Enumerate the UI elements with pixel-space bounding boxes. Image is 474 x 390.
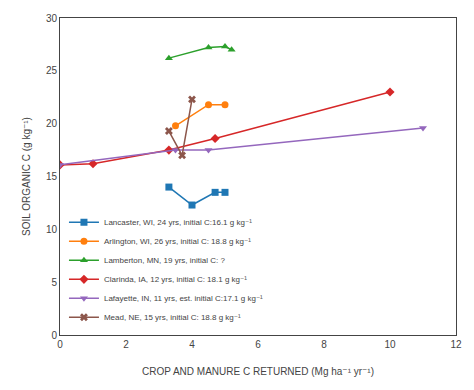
svg-text:Mead, NE, 15 yrs, initial C: 1: Mead, NE, 15 yrs, initial C: 18.8 g kg⁻¹: [104, 313, 241, 322]
svg-text:5: 5: [51, 277, 57, 288]
svg-text:20: 20: [46, 118, 58, 129]
svg-text:Lafayette, IN, 11 yrs, est. in: Lafayette, IN, 11 yrs, est. initial C:17…: [104, 294, 263, 303]
svg-text:15: 15: [46, 171, 58, 182]
svg-text:Lancaster, WI, 24 yrs, initial: Lancaster, WI, 24 yrs, initial C:16.1 g …: [104, 218, 252, 227]
svg-text:2: 2: [123, 339, 129, 350]
svg-text:Lamberton, MN, 19 yrs, initial: Lamberton, MN, 19 yrs, initial C: ?: [104, 256, 225, 265]
svg-text:8: 8: [321, 339, 327, 350]
svg-text:CROP AND MANURE C RETURNED (Mg: CROP AND MANURE C RETURNED (Mg ha⁻¹ yr⁻¹…: [142, 366, 374, 377]
svg-text:30: 30: [46, 13, 58, 24]
svg-text:Clarinda, IA, 12 yrs, initial: Clarinda, IA, 12 yrs, initial C: 18.1 g …: [104, 275, 247, 284]
svg-text:25: 25: [46, 65, 58, 76]
svg-text:0: 0: [57, 339, 63, 350]
svg-text:10: 10: [46, 224, 58, 235]
svg-text:SOIL ORGANIC C (g kg⁻¹): SOIL ORGANIC C (g kg⁻¹): [21, 117, 32, 236]
svg-text:12: 12: [450, 339, 462, 350]
svg-text:Arlington, WI, 26 yrs, initial: Arlington, WI, 26 yrs, initial C: 18.8 g…: [104, 237, 251, 246]
svg-text:6: 6: [255, 339, 261, 350]
svg-text:4: 4: [189, 339, 195, 350]
svg-text:0: 0: [51, 330, 57, 341]
svg-text:10: 10: [384, 339, 396, 350]
